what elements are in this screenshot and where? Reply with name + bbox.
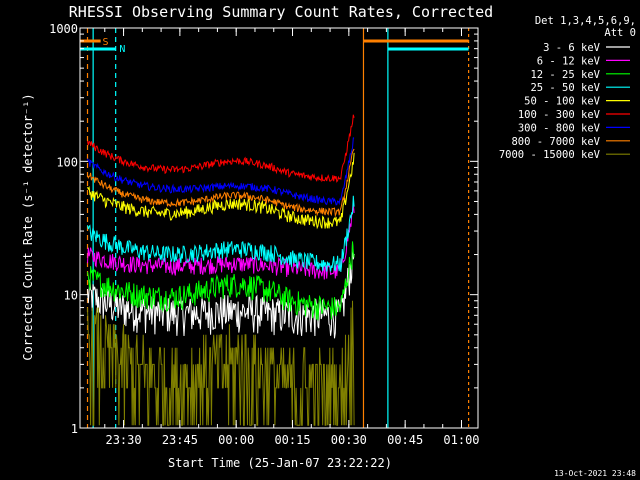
y-tick-label-2: 100 <box>56 155 78 169</box>
generation-timestamp: 13-Oct-2021 23:48 <box>554 469 636 478</box>
plot-area: SN <box>80 28 470 428</box>
y-tick-label-1: 10 <box>64 289 78 303</box>
legend-label-1: 6 - 12 keV <box>537 55 601 67</box>
x-tick-label-0: 23:30 <box>105 433 141 447</box>
legend-label-8: 7000 - 15000 keV <box>499 149 601 161</box>
plot-frame <box>79 27 479 429</box>
series-line-8 <box>87 300 355 426</box>
series-line-1 <box>87 203 355 280</box>
legend-label-0: 3 - 6 keV <box>543 42 601 54</box>
y-tick-label-3: 1000 <box>49 22 78 36</box>
x-tick-label-1: 23:45 <box>162 433 198 447</box>
legend-label-6: 300 - 800 keV <box>518 122 601 134</box>
series-line-2 <box>87 241 355 321</box>
legend-label-7: 800 - 7000 keV <box>511 136 600 148</box>
series-line-4 <box>87 152 355 230</box>
legend-header-0: Det 1,3,4,5,6,9, <box>535 15 636 27</box>
y-axis-label: Corrected Count Rate (s⁻¹ detector⁻¹) <box>21 93 35 360</box>
attenuator-label-n: N <box>119 44 125 55</box>
legend-label-4: 50 - 100 keV <box>524 96 601 108</box>
legend-label-5: 100 - 300 keV <box>518 109 601 121</box>
series-line-6 <box>87 137 355 206</box>
y-tick-label-0: 1 <box>71 422 78 436</box>
x-tick-label-2: 00:00 <box>218 433 254 447</box>
series-line-7 <box>87 148 355 218</box>
legend-label-3: 25 - 50 keV <box>530 82 600 94</box>
x-tick-label-3: 00:15 <box>274 433 310 447</box>
series-line-5 <box>87 114 355 183</box>
x-tick-label-5: 00:45 <box>387 433 423 447</box>
attenuator-label-s: S <box>103 37 109 48</box>
legend-header-1: Att 0 <box>604 27 636 39</box>
x-tick-label-4: 00:30 <box>331 433 367 447</box>
x-tick-label-6: 01:00 <box>443 433 479 447</box>
series-line-3 <box>87 195 355 272</box>
x-axis-label: Start Time (25-Jan-07 23:22:22) <box>168 456 392 470</box>
chart-title: RHESSI Observing Summary Count Rates, Co… <box>69 3 493 21</box>
legend-label-2: 12 - 25 keV <box>530 69 600 81</box>
